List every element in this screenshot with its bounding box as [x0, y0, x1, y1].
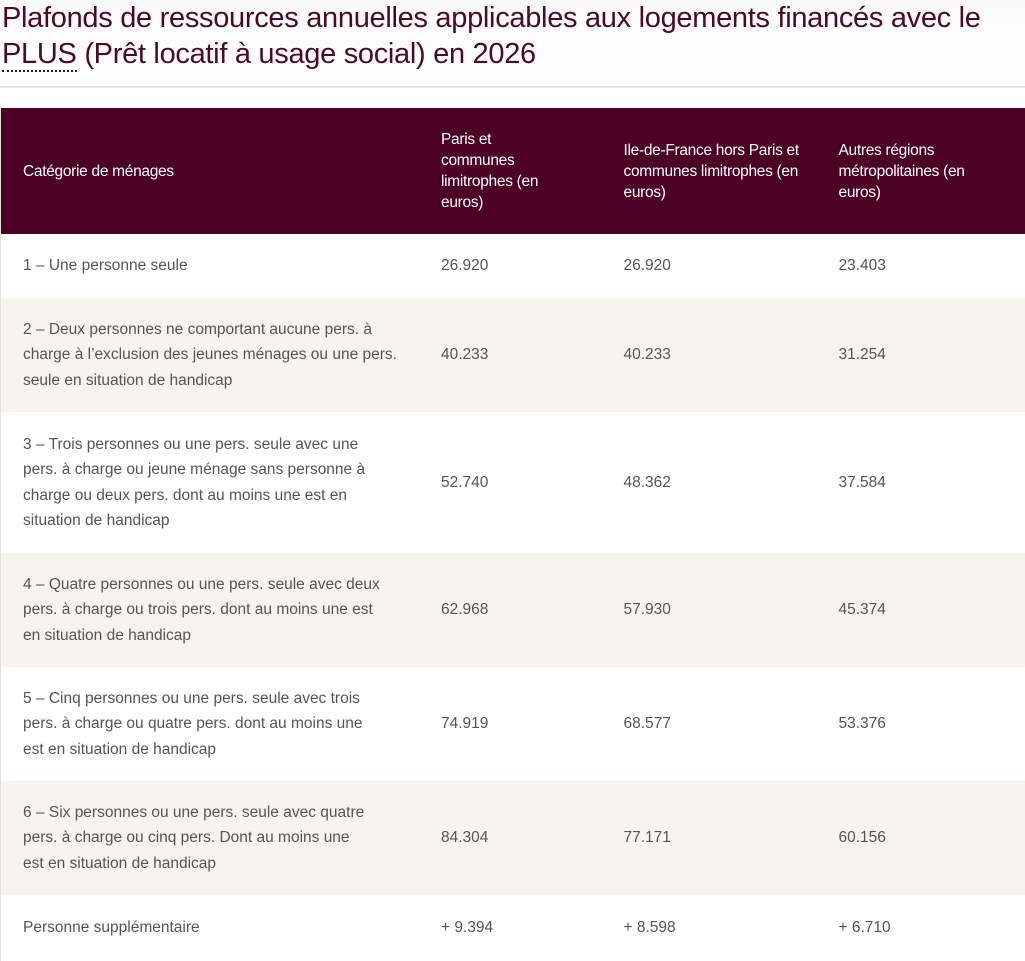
- header-label: Autres régions métropolitaines (en euros…: [838, 141, 965, 201]
- table-row: 1 – Une personne seule 26.920 26.920 23.403: [1, 234, 1025, 298]
- cell-text: 53.376: [838, 715, 886, 733]
- value-cell: 60.156: [838, 781, 1025, 895]
- header-category: Catégorie de ménages: [0, 108, 441, 234]
- cell-text: 23.403: [838, 257, 886, 275]
- cell-text: 84.304: [441, 829, 489, 847]
- cell-text: 45.374: [838, 601, 886, 619]
- plus-abbreviation[interactable]: PLUS: [2, 38, 77, 72]
- cell-text: 4 – Quatre personnes ou une pers. seule …: [23, 575, 380, 644]
- category-cell: 5 – Cinq personnes ou une pers. seule av…: [1, 667, 442, 781]
- cell-text: + 6.710: [838, 919, 891, 937]
- value-cell: 26.920: [441, 234, 624, 298]
- header-label: Paris et communes limitrophes (en euros): [441, 131, 539, 211]
- value-cell: 48.362: [624, 412, 839, 553]
- cell-text: 60.156: [838, 829, 886, 847]
- value-cell: 45.374: [838, 553, 1025, 667]
- value-cell: + 6.710: [839, 895, 1025, 961]
- cell-text: 57.930: [623, 601, 671, 619]
- header-label: Ile-de-France hors Paris et communes lim…: [623, 141, 800, 201]
- cell-text: 3 – Trois personnes ou une pers. seule a…: [23, 435, 366, 530]
- table-row: 3 – Trois personnes ou une pers. seule a…: [1, 412, 1025, 553]
- category-cell: 3 – Trois personnes ou une pers. seule a…: [1, 412, 442, 553]
- cell-text: 5 – Cinq personnes ou une pers. seule av…: [23, 689, 363, 758]
- category-cell: 1 – Une personne seule: [1, 234, 442, 298]
- cell-text: 40.233: [441, 346, 489, 364]
- value-cell: 31.254: [838, 298, 1025, 412]
- header-idf: Ile-de-France hors Paris et communes lim…: [623, 108, 839, 234]
- cell-text: + 8.598: [623, 919, 676, 937]
- value-cell: + 8.598: [624, 895, 839, 961]
- value-cell: 62.968: [441, 553, 624, 667]
- cell-text: + 9.394: [441, 919, 494, 937]
- cell-text: Personne supplémentaire: [23, 919, 200, 937]
- header-label: Catégorie de ménages: [23, 162, 174, 180]
- table-row: 2 – Deux personnes ne comportant aucune …: [0, 298, 1025, 412]
- value-cell: 77.171: [623, 781, 839, 895]
- value-cell: 53.376: [839, 667, 1025, 781]
- cell-text: 68.577: [623, 715, 671, 733]
- value-cell: 74.919: [441, 667, 624, 781]
- value-cell: 52.740: [441, 412, 624, 553]
- category-cell: 2 – Deux personnes ne comportant aucune …: [0, 298, 441, 412]
- table-row: 6 – Six personnes ou une pers. seule ave…: [0, 781, 1025, 895]
- value-cell: 40.233: [623, 298, 839, 412]
- table-row: Personne supplémentaire + 9.394 + 8.598 + 6…: [1, 895, 1025, 961]
- value-cell: + 9.394: [441, 895, 624, 961]
- cell-text: 74.919: [441, 715, 489, 733]
- title-text: Plafonds de ressources annuelles applica…: [2, 2, 981, 34]
- table-header-row: Catégorie de ménages Paris et communes l…: [0, 108, 1025, 234]
- cell-text: 48.362: [623, 473, 671, 491]
- cell-text: 37.584: [838, 473, 886, 491]
- income-ceiling-table: Catégorie de ménages Paris et communes l…: [0, 108, 1025, 961]
- title-text-end: (Prêt locatif à usage social) en 2026: [76, 38, 536, 70]
- header-paris: Paris et communes limitrophes (en euros): [441, 108, 624, 234]
- cell-text: 31.254: [838, 346, 886, 364]
- cell-text: 26.920: [623, 257, 671, 275]
- value-cell: 68.577: [624, 667, 839, 781]
- title-bar: Plafonds de ressources annuelles applica…: [0, 0, 1025, 88]
- cell-text: 26.920: [441, 257, 489, 275]
- cell-text: 6 – Six personnes ou une pers. seule ave…: [23, 803, 365, 872]
- value-cell: 40.233: [441, 298, 624, 412]
- table-row: 4 – Quatre personnes ou une pers. seule …: [0, 553, 1025, 667]
- table-row: 5 – Cinq personnes ou une pers. seule av…: [1, 667, 1025, 781]
- value-cell: 26.920: [624, 234, 839, 298]
- value-cell: 57.930: [623, 553, 839, 667]
- cell-text: 62.968: [441, 601, 489, 619]
- cell-text: 52.740: [441, 473, 489, 491]
- value-cell: 84.304: [441, 781, 624, 895]
- page-title: Plafonds de ressources annuelles applica…: [2, 0, 1022, 72]
- cell-text: 2 – Deux personnes ne comportant aucune …: [23, 320, 397, 389]
- value-cell: 23.403: [839, 234, 1025, 298]
- category-cell: 6 – Six personnes ou une pers. seule ave…: [0, 781, 441, 895]
- cell-text: 77.171: [623, 829, 671, 847]
- cell-text: 40.233: [623, 346, 671, 364]
- category-cell: 4 – Quatre personnes ou une pers. seule …: [0, 553, 441, 667]
- header-other-regions: Autres régions métropolitaines (en euros…: [838, 108, 1025, 234]
- category-cell: Personne supplémentaire: [1, 895, 442, 961]
- cell-text: 1 – Une personne seule: [23, 257, 188, 275]
- value-cell: 37.584: [839, 412, 1025, 553]
